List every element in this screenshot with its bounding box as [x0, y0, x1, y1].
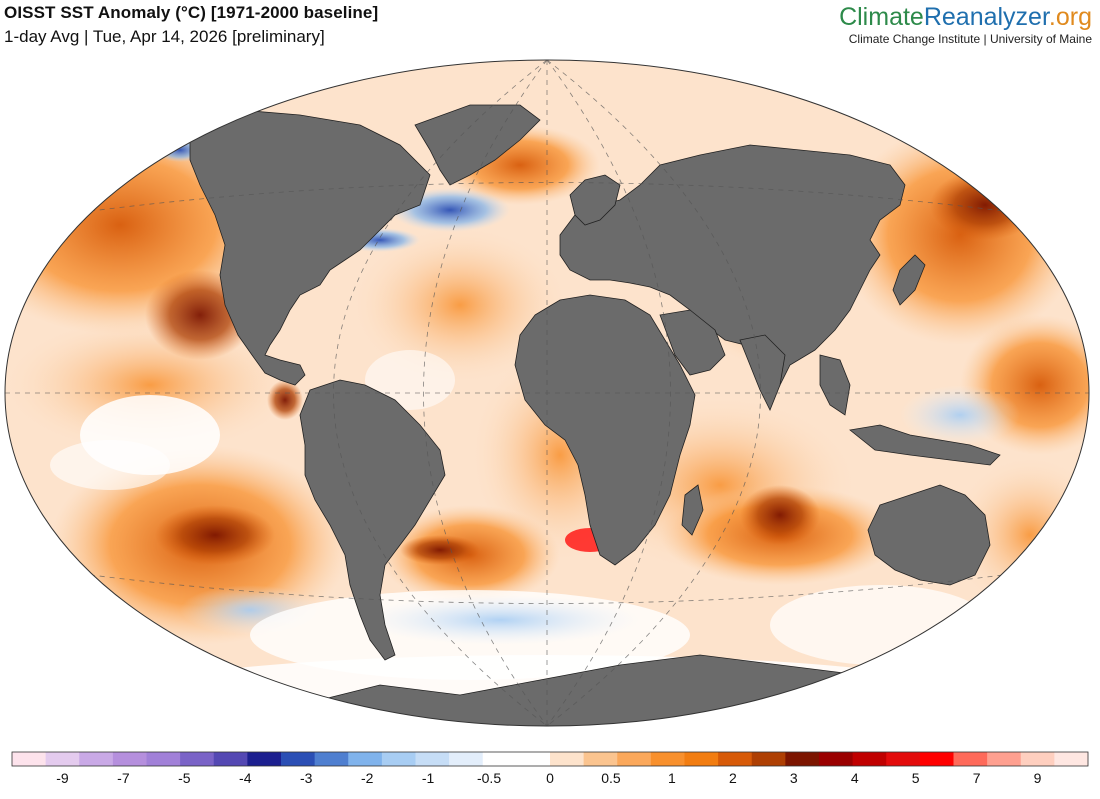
colorbar-swatch — [314, 752, 349, 766]
colorbar-border — [11, 751, 1089, 767]
colorbar-swatch — [583, 752, 618, 766]
map-title: OISST SST Anomaly (°C) [1971-2000 baseli… — [4, 3, 379, 22]
colorbar-tick-label: -2 — [361, 770, 374, 786]
colorbar-swatch — [550, 752, 585, 766]
colorbar-swatch — [381, 752, 416, 766]
land-madagascar — [681, 484, 704, 536]
colorbar-tick-label: 5 — [912, 770, 920, 786]
brand-logo-climate: Climate — [839, 3, 924, 31]
colorbar: -9 -7 -5 -4 -3 -2 -1 -0.5 0 0.5 1 2 3 4 5 7 9 — [0, 745, 1100, 794]
land-australia — [867, 484, 991, 586]
land-arabia — [659, 309, 726, 376]
colorbar-swatch — [852, 752, 887, 766]
land-se-asia — [819, 354, 851, 416]
colorbar-swatch — [819, 752, 854, 766]
colorbar-tick-label: -0.5 — [477, 770, 501, 786]
colorbar-tick-label: -7 — [117, 770, 130, 786]
colorbar-swatch — [45, 752, 80, 766]
colorbar-swatch — [180, 752, 215, 766]
colorbar-tick-label: 2 — [729, 770, 737, 786]
colorbar-swatch — [751, 752, 786, 766]
globe-outline — [4, 59, 1090, 727]
brand-logo[interactable]: ClimateReanalyzer.org — [839, 2, 1092, 32]
colorbar-swatch — [482, 752, 517, 766]
colorbar-tick-label: -5 — [178, 770, 191, 786]
land-south-america — [299, 379, 446, 661]
colorbar-tick-label: 4 — [851, 770, 859, 786]
colorbar-swatch — [617, 752, 652, 766]
land-north-america — [189, 109, 431, 386]
colorbar-swatch — [886, 752, 921, 766]
colorbar-swatch — [1054, 752, 1089, 766]
colorbar-swatch — [684, 752, 719, 766]
colorbar-swatch — [281, 752, 316, 766]
colorbar-tick-label: 0 — [546, 770, 554, 786]
map-subtitle: 1-day Avg | Tue, Apr 14, 2026 [prelimina… — [4, 27, 325, 46]
colorbar-swatch — [12, 752, 47, 766]
colorbar-swatch — [213, 752, 248, 766]
colorbar-tick-label: -9 — [56, 770, 69, 786]
colorbar-swatch — [953, 752, 988, 766]
colorbar-swatch — [650, 752, 685, 766]
colorbar-swatch — [146, 752, 181, 766]
colorbar-swatch — [79, 752, 114, 766]
colorbar-swatch — [1020, 752, 1055, 766]
brand-logo-reanalyzer: Reanalyzer — [923, 3, 1049, 31]
graticule — [5, 60, 1089, 726]
brand-tagline: Climate Change Institute | University of… — [848, 32, 1092, 46]
colorbar-swatch — [987, 752, 1022, 766]
colorbar-swatch — [247, 752, 282, 766]
colorbar-svg: -9 -7 -5 -4 -3 -2 -1 -0.5 0 0.5 1 2 3 4 5 7 9 — [11, 751, 1089, 786]
colorbar-tick-label: 7 — [973, 770, 981, 786]
colorbar-tick-label: 9 — [1034, 770, 1042, 786]
brand-logo-org: .org — [1048, 3, 1092, 31]
sst-anomaly-map — [0, 55, 1100, 735]
land-greenland — [414, 104, 541, 186]
colorbar-tick-label: 3 — [790, 770, 798, 786]
land-indonesia — [849, 424, 1001, 466]
colorbar-swatch — [348, 752, 383, 766]
colorbar-tick-label: 1 — [668, 770, 676, 786]
land-scandinavia — [569, 174, 621, 226]
colorbar-swatch — [785, 752, 820, 766]
brand-block: ClimateReanalyzer.org Climate Change Ins… — [839, 2, 1092, 46]
land-india — [739, 334, 786, 411]
land-layer — [189, 104, 1001, 726]
colorbar-swatch — [516, 752, 551, 766]
colorbar-tick-label: -3 — [300, 770, 313, 786]
colorbar-swatch — [449, 752, 484, 766]
colorbar-swatch — [718, 752, 753, 766]
land-eurasia — [559, 144, 906, 396]
land-africa — [514, 294, 696, 566]
colorbar-tick-label: -4 — [239, 770, 252, 786]
colorbar-swatch — [112, 752, 147, 766]
colorbar-swatch — [919, 752, 954, 766]
colorbar-tick-label: 0.5 — [601, 770, 621, 786]
colorbar-swatch — [415, 752, 450, 766]
map-svg — [4, 59, 1090, 727]
colorbar-tick-label: -1 — [422, 770, 435, 786]
land-japan — [892, 254, 926, 306]
